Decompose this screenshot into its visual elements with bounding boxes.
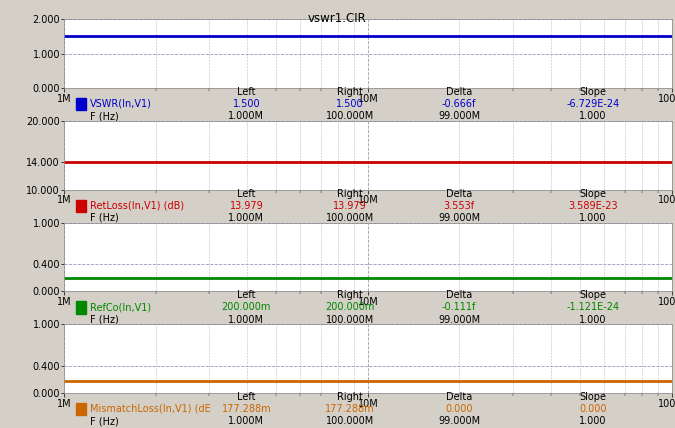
Text: 0.000: 0.000 (579, 404, 606, 414)
Text: 177.288m: 177.288m (221, 404, 271, 414)
Text: 100.000M: 100.000M (325, 315, 374, 324)
Text: 1.000M: 1.000M (228, 315, 265, 324)
Text: Delta: Delta (446, 189, 472, 199)
Text: 1.000: 1.000 (579, 416, 606, 426)
Text: 3.553f: 3.553f (443, 200, 475, 211)
Bar (76, 403, 86, 415)
Text: vswr1.CIR: vswr1.CIR (308, 12, 367, 25)
Bar (76, 199, 86, 212)
Text: 99.000M: 99.000M (438, 315, 480, 324)
Text: 1.000M: 1.000M (228, 213, 265, 223)
Text: Left: Left (237, 189, 256, 199)
Text: 1.000: 1.000 (579, 315, 606, 324)
Text: 1.000: 1.000 (579, 111, 606, 121)
Text: -6.729E-24: -6.729E-24 (566, 99, 619, 109)
Text: 200.000m: 200.000m (221, 302, 271, 312)
Text: Delta: Delta (446, 290, 472, 300)
Text: 99.000M: 99.000M (438, 111, 480, 121)
Text: F (Hz): F (Hz) (90, 315, 118, 324)
Text: F (Hz): F (Hz) (90, 213, 118, 223)
Text: 1.500: 1.500 (233, 99, 260, 109)
Text: Delta: Delta (446, 87, 472, 97)
Text: 3.589E-23: 3.589E-23 (568, 200, 618, 211)
Text: Right: Right (337, 392, 362, 402)
Text: RefCo(In,V1): RefCo(In,V1) (90, 302, 151, 312)
Text: Slope: Slope (579, 290, 606, 300)
Text: Right: Right (337, 87, 362, 97)
Text: 0.000: 0.000 (446, 404, 472, 414)
Text: 177.288m: 177.288m (325, 404, 375, 414)
Text: Slope: Slope (579, 189, 606, 199)
Text: Right: Right (337, 290, 362, 300)
Text: Delta: Delta (446, 392, 472, 402)
Text: 13.979: 13.979 (333, 200, 367, 211)
Text: -0.111f: -0.111f (442, 302, 476, 312)
Text: VSWR(In,V1): VSWR(In,V1) (90, 99, 151, 109)
Text: 100.000M: 100.000M (325, 111, 374, 121)
Text: Left: Left (237, 392, 256, 402)
Text: 200.000m: 200.000m (325, 302, 375, 312)
Text: 100.000M: 100.000M (325, 213, 374, 223)
Text: MismatchLoss(In,V1) (dE: MismatchLoss(In,V1) (dE (90, 404, 211, 414)
Text: Slope: Slope (579, 392, 606, 402)
Bar (76, 301, 86, 314)
Text: Right: Right (337, 189, 362, 199)
Text: Left: Left (237, 87, 256, 97)
Text: 13.979: 13.979 (230, 200, 263, 211)
Text: -1.121E-24: -1.121E-24 (566, 302, 619, 312)
Text: 1.000M: 1.000M (228, 416, 265, 426)
Text: 1.500: 1.500 (336, 99, 363, 109)
Text: 99.000M: 99.000M (438, 213, 480, 223)
Text: 100.000M: 100.000M (325, 416, 374, 426)
Text: 1.000M: 1.000M (228, 111, 265, 121)
Text: 99.000M: 99.000M (438, 416, 480, 426)
Text: F (Hz): F (Hz) (90, 416, 118, 426)
Text: F (Hz): F (Hz) (90, 111, 118, 121)
Text: Slope: Slope (579, 87, 606, 97)
Text: RetLoss(In,V1) (dB): RetLoss(In,V1) (dB) (90, 200, 184, 211)
Bar (76, 98, 86, 110)
Text: 1.000: 1.000 (579, 213, 606, 223)
Text: -0.666f: -0.666f (442, 99, 476, 109)
Text: Left: Left (237, 290, 256, 300)
